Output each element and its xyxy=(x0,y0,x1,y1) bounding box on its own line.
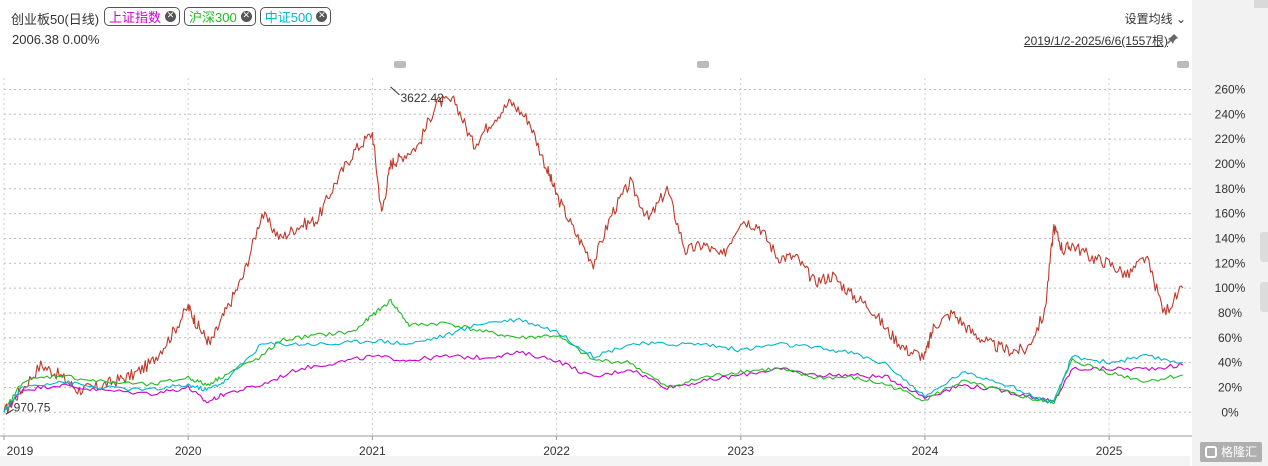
remove-icon[interactable]: ✕ xyxy=(165,11,177,22)
x-tick-label: 2023 xyxy=(727,444,754,458)
y-tick-label: 140% xyxy=(1215,231,1246,245)
y-tick-label: 180% xyxy=(1215,182,1246,196)
y-axis: 0% 20% 40% 60% 80% 100% 120% 140% 160% 180% 200% 22… xyxy=(1215,82,1246,419)
y-tick-label: 240% xyxy=(1215,107,1246,121)
series-line-4 xyxy=(3,318,1183,413)
scroll-markers xyxy=(394,61,1189,68)
scroll-marker[interactable] xyxy=(1177,61,1189,68)
y-tick-label: 260% xyxy=(1215,82,1246,96)
x-axis: 2019 2020 2021 2022 2023 2024 2025 xyxy=(0,435,1192,458)
grid-lines xyxy=(3,78,1192,436)
index-title: 创业板50(日线) xyxy=(11,12,100,27)
date-range-link[interactable]: 2019/1/2-2025/6/6(1557根) xyxy=(1023,34,1168,48)
max-annotation: 3622.42 xyxy=(400,91,444,105)
annotation-arrow xyxy=(5,408,14,415)
y-tick-label: 20% xyxy=(1218,380,1242,394)
legend-chip-label: 沪深300 xyxy=(189,10,237,25)
legend-chip-label: 上证指数 xyxy=(109,10,162,25)
ma-setting-label: 设置均线 xyxy=(1124,12,1173,26)
watermark: 格隆汇 xyxy=(1199,442,1262,462)
y-tick-label: 40% xyxy=(1218,356,1242,370)
y-tick-label: 200% xyxy=(1215,157,1246,171)
scroll-marker[interactable] xyxy=(394,61,406,68)
series-line-2 xyxy=(3,350,1184,413)
x-tick-label: 2019 xyxy=(7,444,34,458)
x-tick-label: 2024 xyxy=(912,444,939,458)
y-tick-label: 220% xyxy=(1215,132,1246,146)
right-rail xyxy=(1192,0,1268,466)
legend-chip-label: 中证500 xyxy=(264,10,313,25)
scroll-marker[interactable] xyxy=(697,61,709,68)
watermark-text: 格隆汇 xyxy=(1220,445,1257,459)
corner-tab[interactable] xyxy=(1254,0,1268,8)
y-tick-label: 120% xyxy=(1215,256,1246,270)
side-handle[interactable] xyxy=(1260,282,1268,312)
annotations: 3622.42 970.75 xyxy=(5,86,444,415)
remove-icon[interactable]: ✕ xyxy=(316,11,328,22)
x-tick-label: 2022 xyxy=(543,444,570,458)
y-tick-label: 100% xyxy=(1215,281,1246,295)
x-tick-label: 2021 xyxy=(359,444,386,458)
series-lines xyxy=(3,95,1184,414)
y-tick-label: 160% xyxy=(1215,207,1246,221)
ma-setting-button[interactable]: 设置均线 ⌄ xyxy=(1125,10,1186,27)
current-value: 2006.38 0.00% xyxy=(12,32,100,47)
remove-icon[interactable]: ✕ xyxy=(240,11,252,22)
y-tick-label: 80% xyxy=(1218,306,1242,320)
annotation-arrow xyxy=(390,86,400,96)
series-line-3 xyxy=(3,298,1183,413)
side-handle[interactable] xyxy=(1260,232,1268,262)
x-tick-label: 2020 xyxy=(175,444,202,458)
chevron-down-icon: ⌄ xyxy=(1175,12,1186,26)
pin-icon[interactable] xyxy=(1167,33,1179,45)
comparison-legend: 上证指数 ✕ 沪深300 ✕ 中证500 ✕ xyxy=(104,7,332,27)
x-tick-label: 2025 xyxy=(1096,444,1123,458)
bottom-toolbar xyxy=(0,456,1190,466)
min-annotation: 970.75 xyxy=(14,400,51,414)
logo-icon xyxy=(1204,446,1217,458)
chart-header: 创业板50(日线) 上证指数 ✕ 沪深300 ✕ 中证500 ✕ 2006.38… xyxy=(0,0,1268,52)
legend-chip-csi500[interactable]: 中证500 ✕ xyxy=(259,7,332,26)
y-tick-label: 60% xyxy=(1218,331,1242,345)
series-line-1 xyxy=(3,95,1184,414)
y-tick-label: 0% xyxy=(1221,405,1239,419)
legend-chip-shanghai[interactable]: 上证指数 ✕ xyxy=(104,7,181,26)
legend-chip-hs300[interactable]: 沪深300 ✕ xyxy=(184,7,256,26)
